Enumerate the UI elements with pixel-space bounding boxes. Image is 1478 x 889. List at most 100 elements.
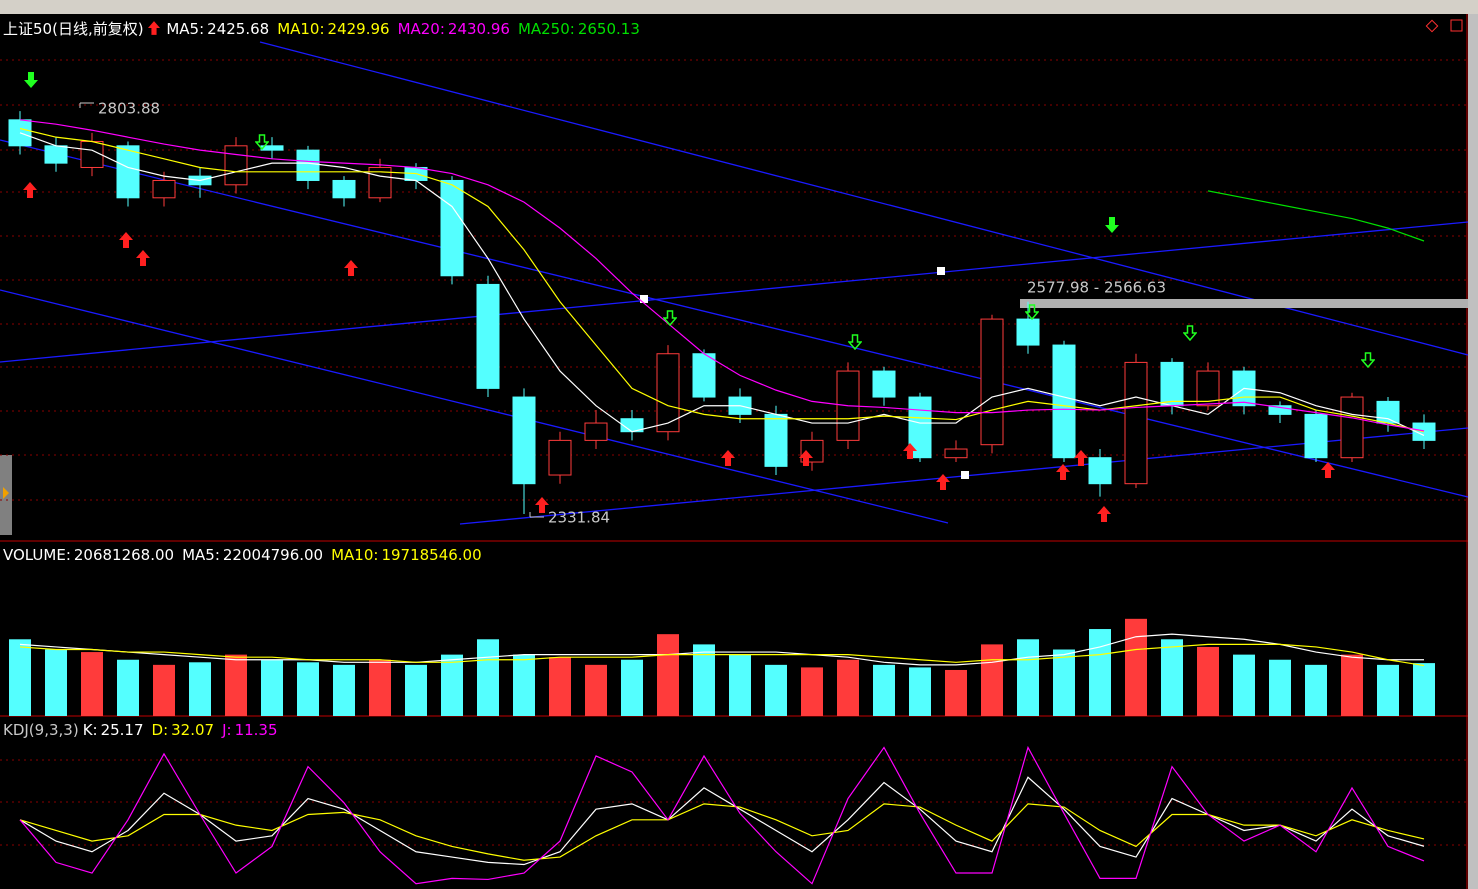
volume-bar bbox=[693, 644, 715, 716]
volume-bar bbox=[801, 667, 823, 716]
volume-bar bbox=[477, 639, 499, 716]
candle-body bbox=[152, 179, 176, 199]
legend-value: 32.07 bbox=[171, 721, 215, 739]
volume-bar bbox=[1017, 639, 1039, 716]
candle-body bbox=[1268, 405, 1292, 415]
price-header: 上证50(日线,前复权) MA5: 2425.68 MA10: 2429.96 MA20… bbox=[3, 18, 652, 39]
legend-value: 25.17 bbox=[100, 721, 144, 739]
candle-body bbox=[1052, 344, 1076, 459]
annotation-leader bbox=[79, 102, 94, 108]
volume-bar bbox=[765, 664, 787, 716]
legend-name: MA20: bbox=[397, 20, 445, 38]
candle-body bbox=[656, 353, 680, 433]
legend-entry: D: 32.07 bbox=[152, 721, 219, 739]
legend-value: 22004796.00 bbox=[222, 546, 324, 564]
volume-bar bbox=[873, 664, 895, 716]
volume-bar bbox=[585, 664, 607, 716]
legend-name: D: bbox=[151, 721, 169, 739]
volume-bar bbox=[549, 657, 571, 716]
candle-body bbox=[584, 422, 608, 441]
price-panel bbox=[8, 111, 1436, 515]
volume-bar bbox=[1341, 654, 1363, 716]
legend-value: 20681268.00 bbox=[73, 546, 175, 564]
legend-name: MA10: bbox=[277, 20, 325, 38]
volume-bar bbox=[981, 644, 1003, 716]
annotation-leader bbox=[529, 512, 544, 518]
candle-body bbox=[1196, 370, 1220, 407]
candle-body bbox=[1016, 318, 1040, 346]
legend-entry: J: 11.35 bbox=[222, 721, 281, 739]
low-annotation: 2331.84 bbox=[548, 509, 610, 527]
candle-body bbox=[944, 448, 968, 459]
legend-value: 2430.96 bbox=[447, 20, 510, 38]
anchor-points bbox=[640, 267, 969, 479]
volume-bar bbox=[1233, 654, 1255, 716]
icon[interactable] bbox=[1425, 19, 1439, 33]
volume-bar bbox=[1125, 618, 1147, 716]
menu-bar[interactable] bbox=[0, 0, 1478, 14]
legend-name: J: bbox=[222, 721, 232, 739]
range-annotation: 2577.98 - 2566.63 bbox=[1027, 279, 1166, 297]
candle-body bbox=[980, 318, 1004, 446]
legend-value: 2650.13 bbox=[577, 20, 640, 38]
volume-bar bbox=[81, 652, 103, 716]
line bbox=[19, 803, 1425, 861]
legend-entry: MA250: 2650.13 bbox=[518, 20, 644, 38]
candle-body bbox=[332, 179, 356, 199]
line bbox=[1207, 190, 1425, 242]
legend-name: MA5: bbox=[182, 546, 220, 564]
candle-body bbox=[1304, 413, 1328, 459]
legend-value: 2429.96 bbox=[327, 20, 390, 38]
volume-header: VOLUME: 20681268.00 MA5: 22004796.00 MA10: 19… bbox=[3, 546, 494, 564]
icon[interactable] bbox=[1450, 19, 1463, 32]
volume-bar bbox=[657, 634, 679, 716]
volume-bar bbox=[333, 664, 355, 716]
volume-bar bbox=[369, 659, 391, 716]
legend-name: MA250: bbox=[517, 20, 575, 38]
volume-bar bbox=[1161, 639, 1183, 716]
candle-body bbox=[692, 353, 716, 398]
volume-bar bbox=[153, 664, 175, 716]
candle-body bbox=[116, 145, 140, 199]
line bbox=[19, 643, 1425, 667]
trend-lines bbox=[0, 41, 1469, 525]
volume-bar bbox=[1269, 659, 1291, 716]
legend-value: 11.35 bbox=[234, 721, 278, 739]
up-icon bbox=[147, 21, 160, 35]
volume-panel bbox=[9, 618, 1435, 716]
candle-body bbox=[764, 413, 788, 467]
legend-name: VOLUME: bbox=[3, 546, 71, 564]
legend-name: MA10: bbox=[331, 546, 379, 564]
volume-bar bbox=[441, 654, 463, 716]
side-tab-arrow bbox=[3, 487, 9, 499]
volume-bar bbox=[837, 659, 859, 716]
line bbox=[19, 633, 1425, 666]
volume-bar bbox=[621, 659, 643, 716]
volume-bar bbox=[1197, 646, 1219, 716]
kdj-panel bbox=[19, 745, 1425, 885]
high-annotation: 2803.88 bbox=[98, 100, 160, 118]
legend-name: MA5: bbox=[166, 20, 205, 38]
legend-entry: MA10: 19718546.00 bbox=[331, 546, 486, 564]
candle-body bbox=[548, 439, 572, 476]
legend-entry: K: 25.17 bbox=[83, 721, 148, 739]
volume-bar bbox=[189, 662, 211, 716]
volume-bar bbox=[405, 664, 427, 716]
line bbox=[19, 127, 1425, 433]
candle-body bbox=[296, 149, 320, 181]
volume-bar bbox=[45, 649, 67, 716]
title: 上证50(日线,前复权) bbox=[3, 20, 144, 38]
kdj-header: KDJ(9,3,3) K: 25.17 D: 32.07 J: 11.35 bbox=[3, 721, 290, 739]
volume-bar bbox=[297, 662, 319, 716]
scrollbar[interactable] bbox=[1468, 14, 1478, 889]
volume-bar bbox=[945, 669, 967, 716]
volume-bar bbox=[1053, 649, 1075, 716]
candle-body bbox=[224, 145, 248, 186]
candle-body bbox=[512, 396, 536, 485]
legend-entry: MA20: 2430.96 bbox=[398, 20, 514, 38]
candle-body bbox=[908, 396, 932, 459]
candle-body bbox=[1160, 361, 1184, 407]
volume-bar bbox=[117, 659, 139, 716]
volume-bar bbox=[729, 654, 751, 716]
